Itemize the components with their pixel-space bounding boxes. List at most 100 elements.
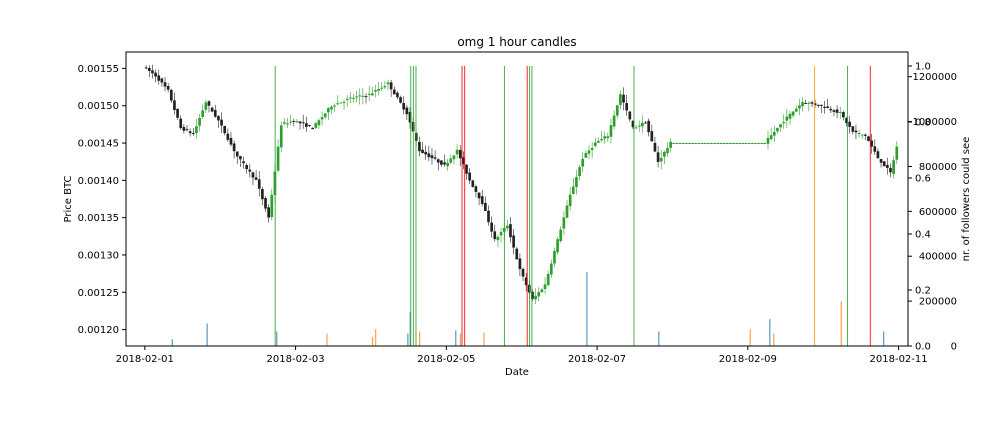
candle-down	[829, 108, 833, 111]
follower-bar	[749, 329, 751, 346]
y-tick-label: 0.00155	[78, 64, 119, 75]
candle-down	[301, 122, 305, 124]
y-axis-right-label: nr. of followers could see	[961, 137, 972, 262]
candle-down	[166, 85, 170, 90]
x-axis-label: Date	[505, 367, 529, 378]
candle-down	[474, 186, 478, 192]
candle-down	[832, 110, 836, 112]
candle-up	[710, 143, 713, 145]
y-right-tick-label: 1200000	[912, 72, 957, 83]
candle-down	[647, 120, 651, 133]
candle-down	[440, 160, 443, 165]
candle-up	[750, 143, 754, 145]
candle-down	[430, 155, 434, 159]
candle-up	[499, 232, 503, 236]
candle-down	[816, 104, 820, 106]
follower-bar	[206, 323, 208, 346]
candle-up	[794, 108, 798, 112]
candle-up	[283, 122, 286, 124]
y-tick-label: 0.00130	[78, 250, 119, 261]
candle-down	[210, 107, 214, 112]
candle-down	[804, 102, 808, 104]
candle-up	[540, 289, 544, 293]
candle-up	[659, 157, 663, 162]
candle-down	[458, 149, 462, 159]
candle-down	[421, 149, 424, 154]
candle-down	[418, 141, 421, 152]
follower-bar	[769, 319, 771, 346]
follower-bar	[409, 312, 411, 346]
candle-up	[895, 146, 899, 160]
candle-down	[267, 207, 270, 218]
candle-down	[408, 111, 412, 123]
candle-down	[864, 134, 867, 136]
candle-up	[838, 112, 842, 114]
candle-down	[264, 198, 267, 209]
plot-frame	[125, 51, 909, 347]
candle-down	[826, 106, 830, 109]
y-right-tick-label: 600000	[919, 207, 957, 218]
candle-up	[198, 117, 201, 126]
candle-up	[342, 101, 346, 103]
candle-down	[176, 108, 179, 118]
candle-down	[163, 82, 167, 87]
candle-up	[496, 236, 500, 241]
candle-down	[254, 177, 258, 180]
candle-up	[769, 135, 773, 140]
candle-up	[201, 110, 205, 117]
follower-bar	[483, 332, 485, 346]
x-tick-label: 2018-02-05	[417, 354, 475, 365]
candle-up	[719, 143, 723, 145]
candle-up	[323, 113, 327, 118]
candle-down	[157, 75, 161, 81]
candle-up	[609, 125, 613, 137]
candle-up	[556, 239, 559, 253]
candle-up	[641, 122, 644, 127]
follower-bar	[407, 333, 409, 346]
follower-bar	[840, 301, 842, 346]
candle-down	[245, 165, 249, 170]
candle-down	[220, 119, 223, 126]
candle-down	[160, 78, 164, 83]
candle-up	[892, 160, 895, 175]
candle-up	[857, 133, 861, 135]
candle-up	[380, 87, 384, 89]
candle-down	[531, 291, 534, 300]
candle-down	[433, 157, 437, 159]
candle-up	[361, 95, 365, 97]
candle-up	[663, 151, 666, 157]
candle-down	[424, 151, 428, 155]
candle-down	[477, 192, 481, 199]
candle-up	[326, 108, 330, 113]
candle-up	[345, 98, 349, 101]
candle-up	[766, 138, 770, 144]
candle-up	[204, 102, 208, 110]
y-tick-label: 0.00120	[78, 325, 119, 336]
candle-down	[213, 110, 217, 117]
candle-up	[619, 94, 622, 105]
x-tick-label: 2018-02-01	[116, 354, 174, 365]
y-frac-tick-label: 0.0	[915, 342, 931, 353]
y-right-tick-label: 1000000	[912, 117, 957, 128]
candle-down	[889, 167, 892, 173]
candle-up	[578, 167, 581, 177]
candle-up	[700, 143, 704, 145]
candle-up	[744, 143, 748, 145]
candle-up	[562, 217, 566, 229]
candle-up	[314, 123, 318, 128]
candle-down	[515, 248, 519, 260]
candle-down	[842, 112, 845, 118]
candle-up	[713, 143, 716, 145]
follower-bar	[419, 331, 421, 346]
follower-bar	[371, 337, 374, 346]
candle-down	[810, 102, 814, 104]
candle-up	[546, 274, 550, 286]
candle-up	[270, 194, 274, 218]
follower-bar	[455, 330, 457, 346]
candle-up	[336, 103, 340, 105]
candle-down	[870, 140, 873, 147]
candle-down	[229, 137, 233, 145]
candle-down	[820, 104, 823, 106]
candle-up	[358, 95, 362, 97]
